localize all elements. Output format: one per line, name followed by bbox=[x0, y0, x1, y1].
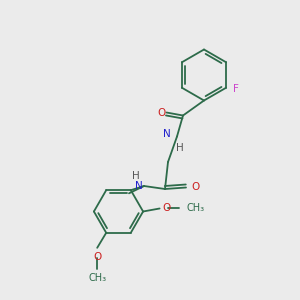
Text: CH₃: CH₃ bbox=[88, 273, 106, 283]
Text: H: H bbox=[176, 143, 183, 153]
Text: O: O bbox=[191, 182, 200, 193]
Text: H: H bbox=[132, 171, 140, 181]
Text: CH₃: CH₃ bbox=[187, 203, 205, 214]
Text: N: N bbox=[135, 181, 142, 191]
Text: N: N bbox=[163, 129, 170, 139]
Text: O: O bbox=[157, 107, 165, 118]
Text: F: F bbox=[233, 84, 239, 94]
Text: O: O bbox=[163, 203, 171, 214]
Text: O: O bbox=[93, 252, 101, 262]
